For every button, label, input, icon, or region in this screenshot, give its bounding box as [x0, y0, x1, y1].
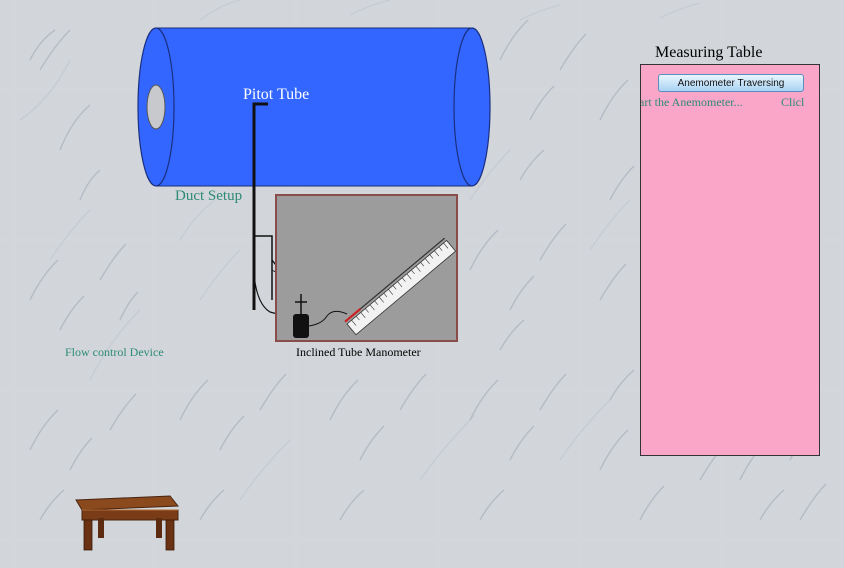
duct-setup-label: Duct Setup	[175, 188, 243, 204]
instruction-text-end: Clicl	[781, 95, 805, 109]
reservoir	[293, 314, 309, 338]
pitot-tube-label: Pitot Tube	[243, 86, 310, 103]
manometer-panel[interactable]	[275, 194, 458, 342]
flow-control-device-label[interactable]: Flow control Device	[65, 345, 164, 359]
measuring-table-panel	[640, 64, 820, 456]
duct-cylinder	[137, 27, 491, 187]
measuring-table-title: Measuring Table	[655, 44, 763, 61]
wooden-bench-icon[interactable]	[70, 492, 182, 554]
inclined-tube-manometer-icon	[293, 237, 457, 338]
manometer-label: Inclined Tube Manometer	[296, 345, 421, 359]
instruction-marquee: art the Anemometer... Clicl	[641, 95, 817, 111]
anemometer-traversing-button[interactable]: Anemometer Traversing	[658, 74, 804, 92]
instruction-text-start: art the Anemometer...	[641, 95, 743, 109]
